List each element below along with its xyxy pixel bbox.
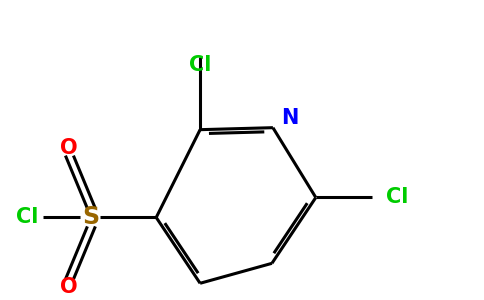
Text: Cl: Cl [386, 188, 409, 208]
Text: O: O [60, 138, 77, 158]
Text: N: N [281, 108, 299, 128]
Text: O: O [60, 277, 77, 297]
Text: S: S [82, 206, 99, 230]
Text: Cl: Cl [189, 55, 212, 75]
Text: Cl: Cl [16, 207, 39, 227]
